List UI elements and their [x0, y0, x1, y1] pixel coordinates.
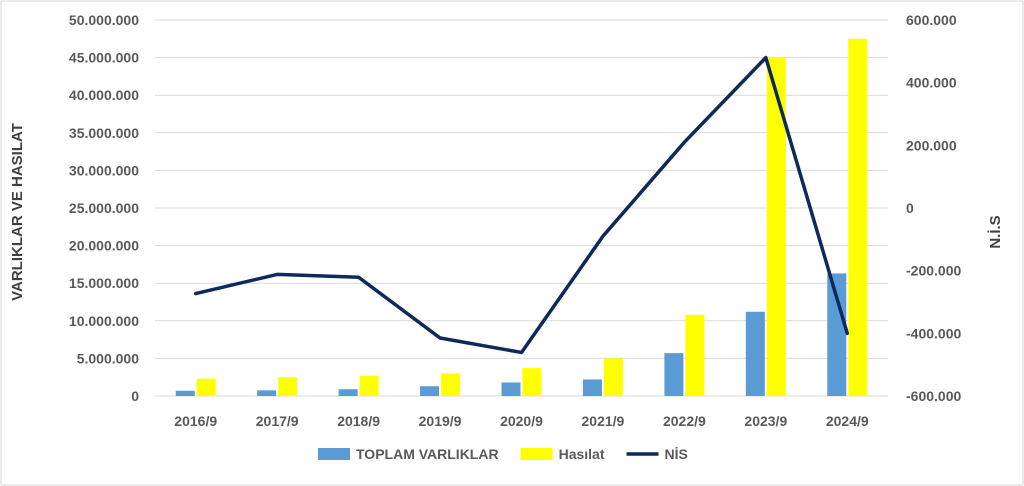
bar-toplam-varliklar [745, 311, 765, 396]
bar-toplam-varliklar [175, 390, 195, 396]
bar-toplam-varliklar [582, 379, 602, 396]
gridlines [155, 19, 888, 397]
line-nis [193, 55, 850, 355]
left-tick-label: 15.000.000 [69, 275, 139, 291]
left-tick-label: 0 [131, 388, 139, 404]
x-tick-label: 2019/9 [419, 413, 462, 429]
bar-toplam-varliklar [664, 353, 684, 396]
x-tick-label: 2020/9 [500, 413, 543, 429]
left-tick-label: 35.000.000 [69, 125, 139, 141]
left-axis-ticks: 0 5.000.000 10.000.000 15.000.000 20.000.000… [69, 12, 139, 404]
x-tick-label: 2017/9 [256, 413, 299, 429]
left-tick-label: 20.000.000 [69, 238, 139, 254]
left-axis-title: VARLIKLAR VE HASILAT [9, 123, 26, 301]
right-tick-label: -600.000 [906, 388, 961, 404]
right-tick-label: 200.000 [906, 137, 957, 153]
legend-swatch [318, 448, 350, 460]
x-tick-label: 2024/9 [826, 413, 869, 429]
right-tick-label: -200.000 [906, 263, 961, 279]
bar-hasilat [848, 38, 868, 397]
bar-hasilat [196, 378, 216, 396]
bar-hasilat [441, 373, 461, 396]
line-series [193, 55, 850, 355]
bar-hasilat [766, 57, 786, 396]
legend: TOPLAM VARLIKLAR Hasılat NİS [318, 446, 688, 462]
right-tick-label: 400.000 [906, 75, 957, 91]
bar-toplam-varliklar [420, 386, 440, 396]
right-tick-label: 0 [906, 200, 914, 216]
bar-hasilat [685, 314, 705, 396]
right-axis-title: N.İ.S [987, 215, 1004, 248]
left-tick-label: 50.000.000 [69, 12, 139, 28]
bar-toplam-varliklar [827, 273, 847, 396]
right-tick-label: -400.000 [906, 325, 961, 341]
bar-hasilat [278, 377, 298, 396]
x-tick-label: 2018/9 [337, 413, 380, 429]
legend-label: Hasılat [559, 446, 605, 462]
x-tick-label: 2023/9 [744, 413, 787, 429]
x-tick-label: 2021/9 [582, 413, 625, 429]
left-tick-label: 40.000.000 [69, 87, 139, 103]
bar-hasilat [603, 358, 623, 396]
bar-toplam-varliklar [338, 389, 358, 396]
bar-hasilat [522, 368, 542, 396]
x-tick-label: 2016/9 [174, 413, 217, 429]
left-tick-label: 45.000.000 [69, 50, 139, 66]
left-tick-label: 5.000.000 [77, 350, 139, 366]
left-tick-label: 10.000.000 [69, 313, 139, 329]
legend-swatch [520, 448, 553, 460]
right-tick-label: 600.000 [906, 12, 957, 28]
x-axis-ticks: 2016/9 2017/9 2018/9 2019/9 2020/9 2021/9 2022… [174, 413, 869, 429]
x-tick-label: 2022/9 [663, 413, 706, 429]
left-tick-label: 30.000.000 [69, 162, 139, 178]
bar-toplam-varliklar [501, 382, 521, 396]
legend-label: TOPLAM VARLIKLAR [356, 446, 499, 462]
legend-label: NİS [665, 446, 688, 462]
left-tick-label: 25.000.000 [69, 200, 139, 216]
bar-hasilat [359, 375, 379, 396]
right-axis-ticks: -600.000 -400.000 -200.000 0 200.000 400.000 6… [906, 12, 961, 404]
bar-toplam-varliklar [257, 390, 277, 396]
bars [175, 38, 868, 397]
